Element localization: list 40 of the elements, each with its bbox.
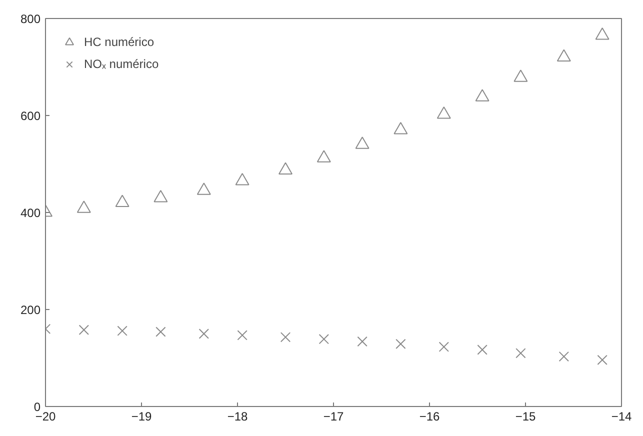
- point: [237, 330, 248, 340]
- point: [76, 200, 91, 213]
- point: [117, 326, 128, 336]
- point: [196, 182, 211, 195]
- point: [514, 70, 528, 82]
- point: [357, 336, 368, 347]
- point: [156, 326, 166, 337]
- legend-label: NOₓ numérico: [84, 57, 159, 71]
- point: [394, 122, 408, 134]
- x-tick-label: −16: [419, 410, 440, 424]
- x-tick-label: −18: [227, 410, 248, 424]
- point: [475, 89, 490, 102]
- point: [235, 172, 250, 186]
- point: [595, 27, 610, 40]
- point: [355, 136, 370, 149]
- point: [516, 348, 526, 358]
- point: [556, 49, 571, 62]
- point: [318, 334, 329, 344]
- point: [438, 342, 449, 352]
- x-tick-label: −19: [131, 410, 152, 424]
- point: [558, 351, 569, 362]
- point: [396, 338, 406, 350]
- point: [278, 162, 292, 175]
- y-tick-label: 600: [20, 109, 41, 123]
- point: [436, 106, 451, 119]
- x-tick-label: −14: [611, 410, 632, 424]
- y-tick-label: 800: [20, 12, 41, 26]
- x-tick-label: −15: [515, 410, 536, 424]
- point: [597, 354, 608, 366]
- point: [280, 332, 291, 342]
- y-tick-label: 400: [20, 206, 41, 220]
- legend-label: HC numérico: [84, 35, 154, 49]
- point: [115, 194, 130, 208]
- point: [78, 324, 89, 335]
- y-tick-label: 200: [20, 303, 41, 317]
- point: [316, 150, 331, 162]
- x-tick-label: −17: [323, 410, 344, 424]
- point: [477, 344, 488, 355]
- point: [198, 328, 209, 339]
- point: [154, 190, 168, 202]
